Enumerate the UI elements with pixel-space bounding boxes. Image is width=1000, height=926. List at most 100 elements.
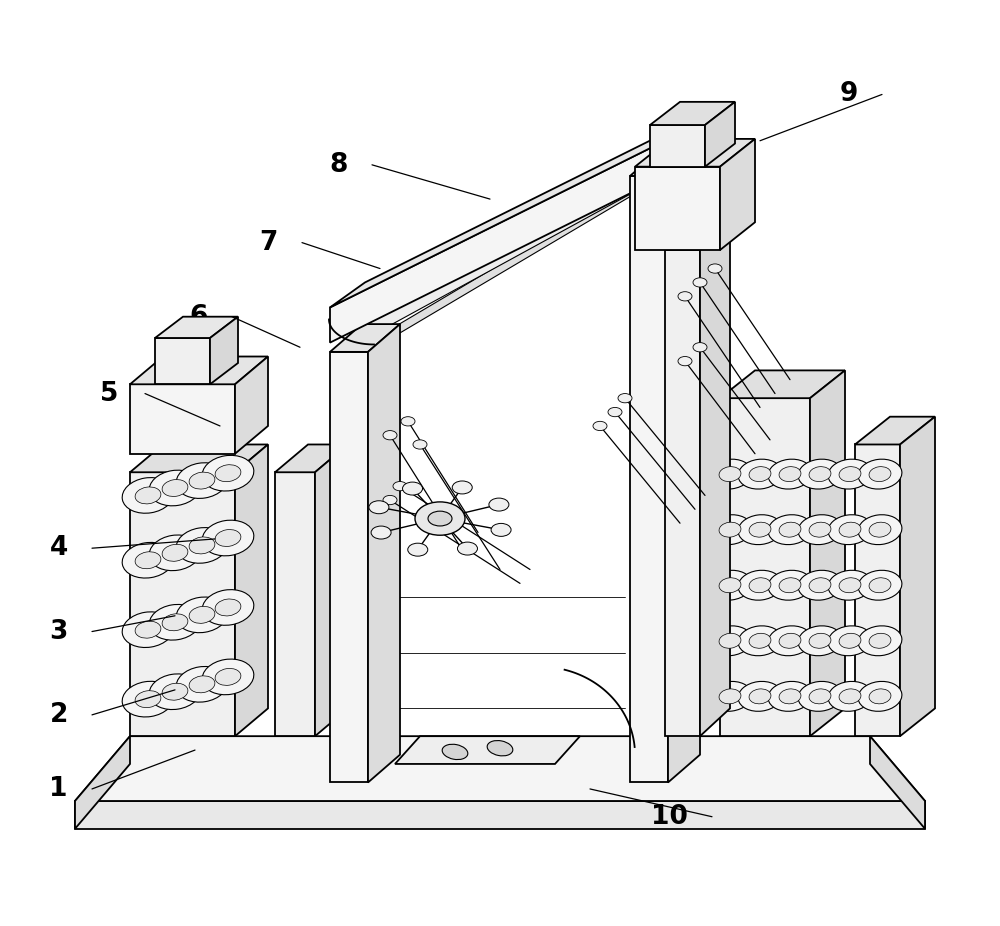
Text: 8: 8 (330, 152, 348, 178)
Polygon shape (315, 444, 348, 736)
Polygon shape (210, 317, 238, 384)
Ellipse shape (768, 570, 812, 600)
Ellipse shape (858, 570, 902, 600)
Ellipse shape (708, 264, 722, 273)
Ellipse shape (215, 669, 241, 685)
Ellipse shape (408, 544, 428, 557)
Ellipse shape (809, 522, 831, 537)
Ellipse shape (839, 578, 861, 593)
Ellipse shape (428, 511, 452, 526)
Ellipse shape (809, 467, 831, 482)
Ellipse shape (708, 515, 752, 544)
Ellipse shape (693, 343, 707, 352)
Ellipse shape (779, 522, 801, 537)
Text: 9: 9 (840, 81, 858, 107)
Ellipse shape (828, 570, 872, 600)
Ellipse shape (678, 292, 692, 301)
Ellipse shape (176, 463, 228, 498)
Text: 5: 5 (100, 381, 118, 407)
Ellipse shape (768, 626, 812, 656)
Text: 2: 2 (50, 702, 68, 728)
Polygon shape (720, 398, 810, 736)
Polygon shape (130, 357, 268, 384)
Ellipse shape (719, 467, 741, 482)
Text: 7: 7 (260, 230, 278, 256)
Polygon shape (650, 102, 735, 125)
Polygon shape (75, 736, 130, 829)
Polygon shape (330, 324, 400, 352)
Ellipse shape (738, 626, 782, 656)
Ellipse shape (135, 552, 161, 569)
Polygon shape (855, 417, 935, 444)
Polygon shape (635, 139, 755, 167)
Ellipse shape (779, 578, 801, 593)
Polygon shape (870, 736, 925, 829)
Ellipse shape (738, 682, 782, 711)
Ellipse shape (809, 689, 831, 704)
Ellipse shape (858, 682, 902, 711)
Polygon shape (630, 148, 700, 176)
Polygon shape (330, 141, 665, 343)
Ellipse shape (708, 570, 752, 600)
Ellipse shape (858, 626, 902, 656)
Ellipse shape (738, 570, 782, 600)
Text: 3: 3 (50, 619, 68, 644)
Polygon shape (75, 801, 925, 829)
Ellipse shape (839, 633, 861, 648)
Ellipse shape (383, 495, 397, 505)
Ellipse shape (135, 691, 161, 707)
Ellipse shape (401, 417, 415, 426)
Ellipse shape (442, 745, 468, 759)
Ellipse shape (798, 515, 842, 544)
Polygon shape (855, 444, 900, 736)
Ellipse shape (491, 523, 511, 536)
Ellipse shape (452, 481, 472, 494)
Ellipse shape (869, 633, 891, 648)
Ellipse shape (122, 612, 174, 647)
Polygon shape (720, 370, 845, 398)
Ellipse shape (149, 470, 201, 506)
Polygon shape (235, 444, 268, 736)
Ellipse shape (215, 530, 241, 546)
Ellipse shape (719, 578, 741, 593)
Ellipse shape (122, 682, 174, 717)
Ellipse shape (779, 689, 801, 704)
Polygon shape (350, 148, 660, 347)
Polygon shape (235, 357, 268, 454)
Ellipse shape (839, 467, 861, 482)
Ellipse shape (869, 578, 891, 593)
Ellipse shape (189, 537, 215, 554)
Ellipse shape (489, 498, 509, 511)
Ellipse shape (393, 482, 407, 491)
Ellipse shape (779, 633, 801, 648)
Ellipse shape (487, 741, 513, 756)
Ellipse shape (798, 626, 842, 656)
Ellipse shape (176, 667, 228, 702)
Ellipse shape (719, 633, 741, 648)
Ellipse shape (858, 459, 902, 489)
Ellipse shape (215, 599, 241, 616)
Ellipse shape (858, 515, 902, 544)
Polygon shape (810, 370, 845, 736)
Polygon shape (130, 384, 235, 454)
Ellipse shape (202, 520, 254, 556)
Ellipse shape (608, 407, 622, 417)
Polygon shape (705, 102, 735, 167)
Ellipse shape (738, 459, 782, 489)
Ellipse shape (749, 522, 771, 537)
Ellipse shape (708, 459, 752, 489)
Ellipse shape (189, 676, 215, 693)
Ellipse shape (162, 614, 188, 631)
Ellipse shape (202, 659, 254, 694)
Text: 1: 1 (50, 776, 68, 802)
Ellipse shape (869, 689, 891, 704)
Ellipse shape (189, 607, 215, 623)
Polygon shape (155, 317, 238, 338)
Ellipse shape (798, 459, 842, 489)
Polygon shape (668, 148, 700, 782)
Ellipse shape (162, 480, 188, 496)
Ellipse shape (371, 526, 391, 539)
Ellipse shape (768, 459, 812, 489)
Ellipse shape (215, 465, 241, 482)
Polygon shape (75, 736, 925, 801)
